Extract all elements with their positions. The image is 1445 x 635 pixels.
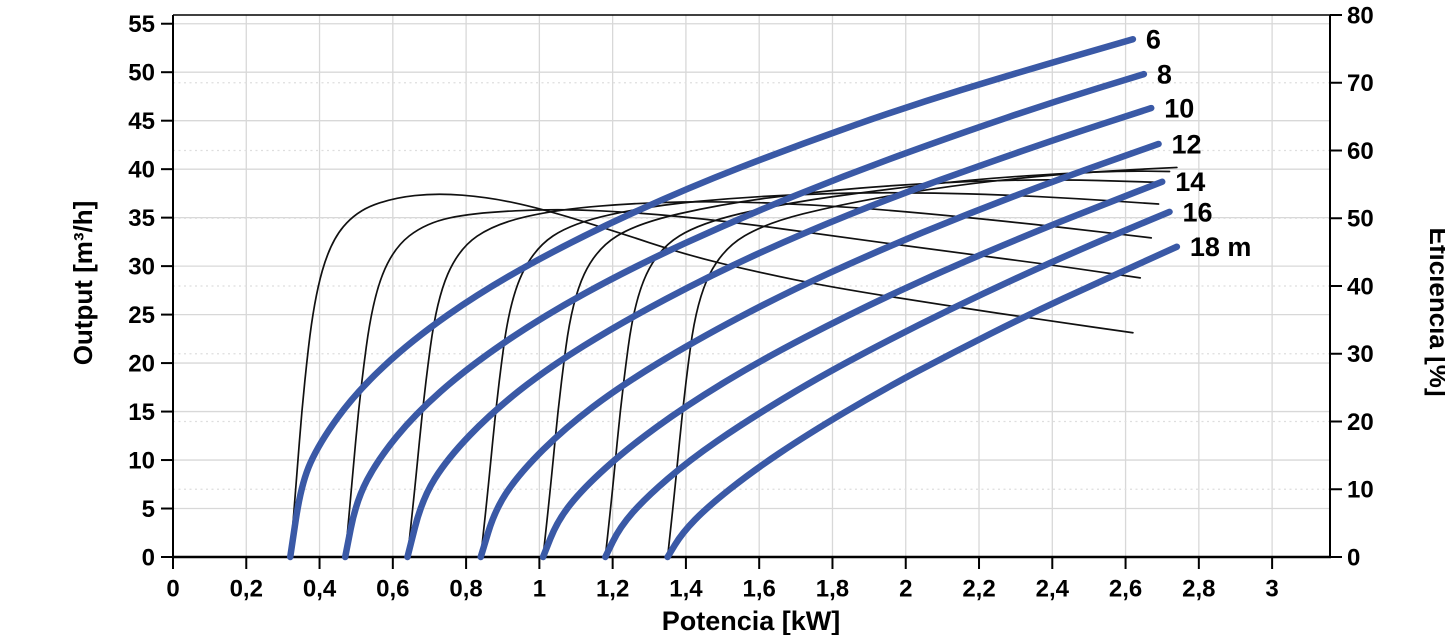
efficiency-curve-12 [479, 191, 1160, 558]
y-right-tick-label: 10 [1347, 477, 1374, 504]
curve-label-8m: 8 [1157, 60, 1172, 90]
y-right-tick-label: 50 [1347, 206, 1374, 233]
x-tick-label: 1 [533, 575, 546, 602]
axis-tick-labels: 0 0,2 0,4 0,6 0,8 1 1,2 1,4 1,6 1,8 2 2,2 2,4 2,6 2,8 3… [128, 2, 1373, 602]
plot-frame [172, 14, 1331, 559]
head-curve-14m [539, 178, 1166, 561]
x-tick-label: 2,4 [1036, 575, 1070, 602]
head-curve-16m [602, 208, 1173, 561]
y-left-tick-label: 55 [128, 11, 155, 38]
y-left-tick-label: 10 [128, 447, 155, 474]
x-tick-label: 1,2 [596, 575, 629, 602]
curve-label-10m: 10 [1164, 94, 1194, 124]
x-tick-label: 0,8 [449, 575, 482, 602]
y-left-tick-label: 15 [128, 399, 155, 426]
y-right-tick-label: 40 [1347, 273, 1374, 300]
head-curve-10m [404, 104, 1155, 561]
efficiency-curve-16 [604, 170, 1171, 558]
y-left-tick-label: 25 [128, 302, 155, 329]
y-right-tick-label: 70 [1347, 70, 1374, 97]
efficiency-curve-14 [542, 179, 1160, 558]
y-left-tick-label: 20 [128, 350, 155, 377]
x-tick-label: 1,6 [743, 575, 776, 602]
x-tick-label: 2,8 [1182, 575, 1215, 602]
x-tick-label: 1,4 [669, 575, 703, 602]
curve-label-18m: 18 m [1190, 232, 1252, 262]
x-tick-label: 2 [899, 575, 912, 602]
y-left-tick-label: 30 [128, 254, 155, 281]
x-axis-title: Potencia [kW] [662, 606, 841, 635]
head-curve-8m [341, 70, 1148, 561]
curve-label-12m: 12 [1172, 129, 1202, 159]
y-left-tick-label: 45 [128, 108, 155, 135]
x-tick-label: 0 [166, 575, 179, 602]
y-axis-right-title: Eficiencia [%] [1424, 227, 1445, 396]
x-tick-label: 2,6 [1109, 575, 1142, 602]
x-tick-label: 0,4 [303, 575, 337, 602]
x-tick-label: 2,2 [962, 575, 995, 602]
curve-label-16m: 16 [1183, 197, 1213, 227]
y-left-tick-label: 35 [128, 205, 155, 232]
y-left-tick-label: 5 [142, 496, 155, 523]
efficiency-curve-10 [406, 200, 1153, 558]
y-right-tick-label: 80 [1347, 2, 1374, 29]
curve-label-14m: 14 [1175, 167, 1205, 197]
head-output-curves [286, 35, 1181, 561]
head-curve-18m [664, 243, 1181, 561]
head-curve-6m [286, 35, 1137, 561]
y-left-tick-label: 0 [142, 544, 155, 571]
x-tick-label: 0,2 [230, 575, 263, 602]
curve-label-6m: 6 [1146, 25, 1161, 55]
y-axis-left-title: Output [m³/h] [68, 201, 98, 366]
y-right-tick-label: 20 [1347, 409, 1374, 436]
efficiency-curve-18 [666, 166, 1178, 558]
y-right-tick-label: 60 [1347, 138, 1374, 165]
axis-ticks [161, 14, 1342, 569]
head-curve-12m [477, 140, 1162, 561]
y-left-tick-label: 40 [128, 157, 155, 184]
y-right-tick-label: 30 [1347, 341, 1374, 368]
y-left-tick-label: 50 [128, 60, 155, 87]
efficiency-curve-6 [289, 193, 1134, 558]
x-tick-label: 0,6 [376, 575, 409, 602]
x-tick-label: 3 [1265, 575, 1278, 602]
x-tick-label: 1,8 [816, 575, 849, 602]
y-right-tick-label: 0 [1347, 544, 1360, 571]
